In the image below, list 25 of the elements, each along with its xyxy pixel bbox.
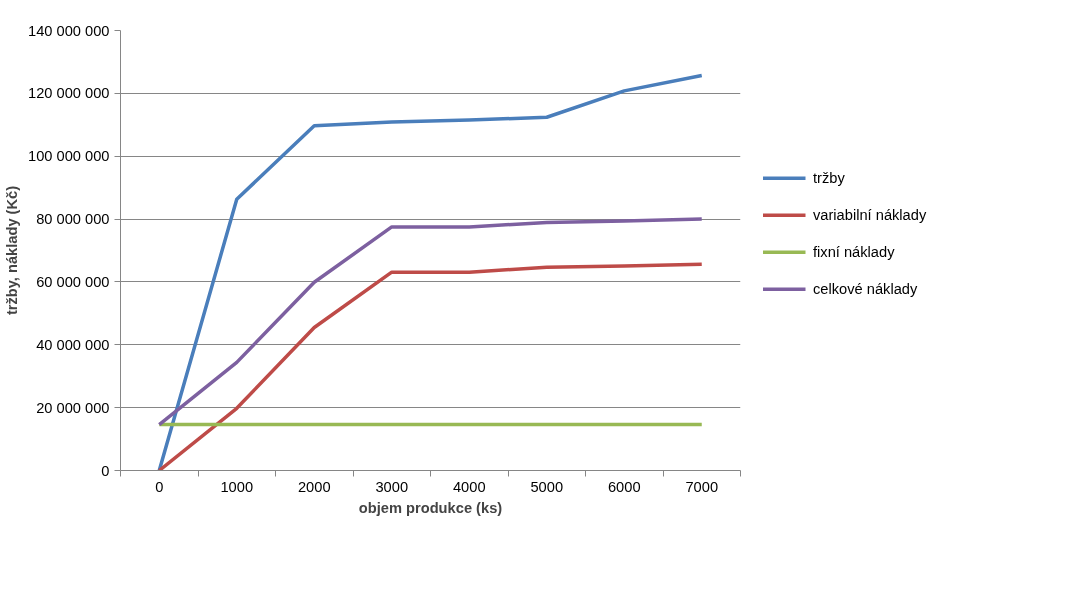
x-tick-label: 0 — [155, 478, 164, 495]
y-axis-title: tržby, náklady (Kč) — [4, 185, 20, 316]
x-tick-label: 3000 — [375, 478, 409, 495]
y-tick-label: 60 000 000 — [36, 273, 110, 290]
legend-label: tržby — [813, 170, 846, 187]
y-tick-label: 0 — [101, 462, 110, 479]
x-tick-label: 7000 — [685, 478, 719, 495]
line-series — [157, 217, 704, 427]
legend-label: fixní náklady — [813, 244, 896, 261]
x-tick-label: 4000 — [452, 478, 486, 495]
legend-label: variabilní náklady — [813, 207, 927, 224]
y-tick-label: 80 000 000 — [36, 211, 110, 228]
line-series — [157, 262, 704, 471]
x-axis-title: objem produkce (ks) — [358, 499, 503, 516]
x-tick-label: 5000 — [530, 478, 564, 495]
y-tick-label: 100 000 000 — [28, 148, 110, 165]
y-tick-label: 120 000 000 — [28, 85, 110, 102]
y-tick-label: 40 000 000 — [36, 336, 110, 353]
x-tick-label: 1000 — [220, 478, 254, 495]
line-series — [157, 73, 704, 471]
y-tick-label: 140 000 000 — [28, 22, 110, 39]
legend-label: celkové náklady — [813, 281, 918, 298]
x-tick-label: 2000 — [297, 478, 331, 495]
x-tick-label: 6000 — [607, 478, 641, 495]
y-tick-label: 20 000 000 — [36, 399, 110, 416]
